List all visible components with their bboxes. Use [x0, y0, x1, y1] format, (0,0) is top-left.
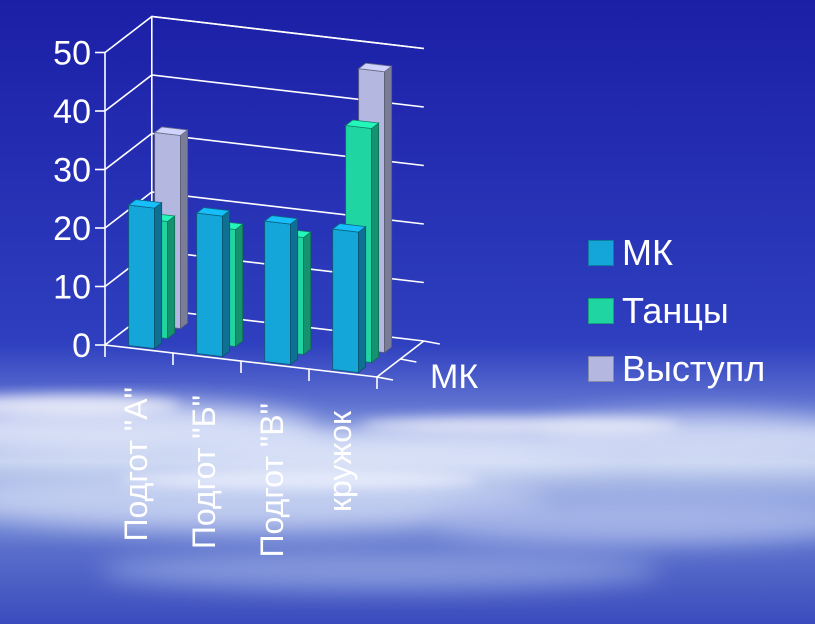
legend-item-mk: МК: [588, 224, 765, 282]
y-tick-label: 20: [53, 210, 91, 248]
bar-side-face: [385, 66, 392, 352]
bar-side-face: [291, 219, 298, 365]
gridline: [105, 17, 424, 53]
legend-item-tantsy: Танцы: [588, 282, 765, 340]
depth-axis-label: МК: [430, 358, 478, 396]
x-category-label: Подгот "Б": [186, 395, 222, 549]
bar-side-face: [236, 224, 243, 346]
chart-bars: [129, 63, 392, 372]
bar-side-face: [372, 123, 379, 363]
y-tick-label: 30: [53, 152, 91, 190]
y-tick-label: 50: [53, 35, 91, 73]
bar-side-face: [168, 216, 175, 338]
bar: [129, 200, 162, 349]
legend-swatch-tantsy: [588, 298, 614, 324]
bar-side-face: [223, 211, 230, 357]
x-category-label: кружок: [322, 410, 358, 512]
bar-side-face: [359, 227, 366, 373]
y-tick-label: 10: [53, 269, 91, 307]
y-axis-ticks: 0 10 20 30 40 50: [53, 35, 91, 366]
bar-front-face: [129, 205, 155, 348]
depth-tick-mark: [400, 359, 416, 362]
bar: [197, 208, 230, 357]
bar-side-face: [155, 203, 162, 349]
bar-front-face: [333, 229, 359, 372]
x-axis-categories: Подгот "А" Подгот "Б" Подгот "В" кружок: [118, 387, 358, 557]
bar-front-face: [197, 213, 223, 356]
bar-side-face: [181, 130, 188, 329]
bar-side-face: [304, 232, 311, 354]
chart-legend: МК Танцы Выступл: [588, 224, 765, 398]
depth-tick-mark: [377, 377, 393, 380]
legend-item-vystupl: Выступл: [588, 340, 765, 398]
legend-label-mk: МК: [622, 235, 673, 271]
bar: [265, 216, 298, 365]
bar-front-face: [265, 221, 291, 364]
x-category-label: Подгот "В": [254, 403, 290, 557]
legend-swatch-mk: [588, 240, 614, 266]
depth-tick-mark: [424, 341, 440, 344]
legend-swatch-vystupl: [588, 356, 614, 382]
bar: [333, 224, 366, 373]
y-tick-label: 0: [72, 327, 91, 365]
legend-label-tantsy: Танцы: [622, 293, 729, 329]
x-category-label: Подгот "А": [118, 387, 154, 541]
y-tick-label: 40: [53, 93, 91, 131]
legend-label-vystupl: Выступл: [622, 351, 765, 387]
